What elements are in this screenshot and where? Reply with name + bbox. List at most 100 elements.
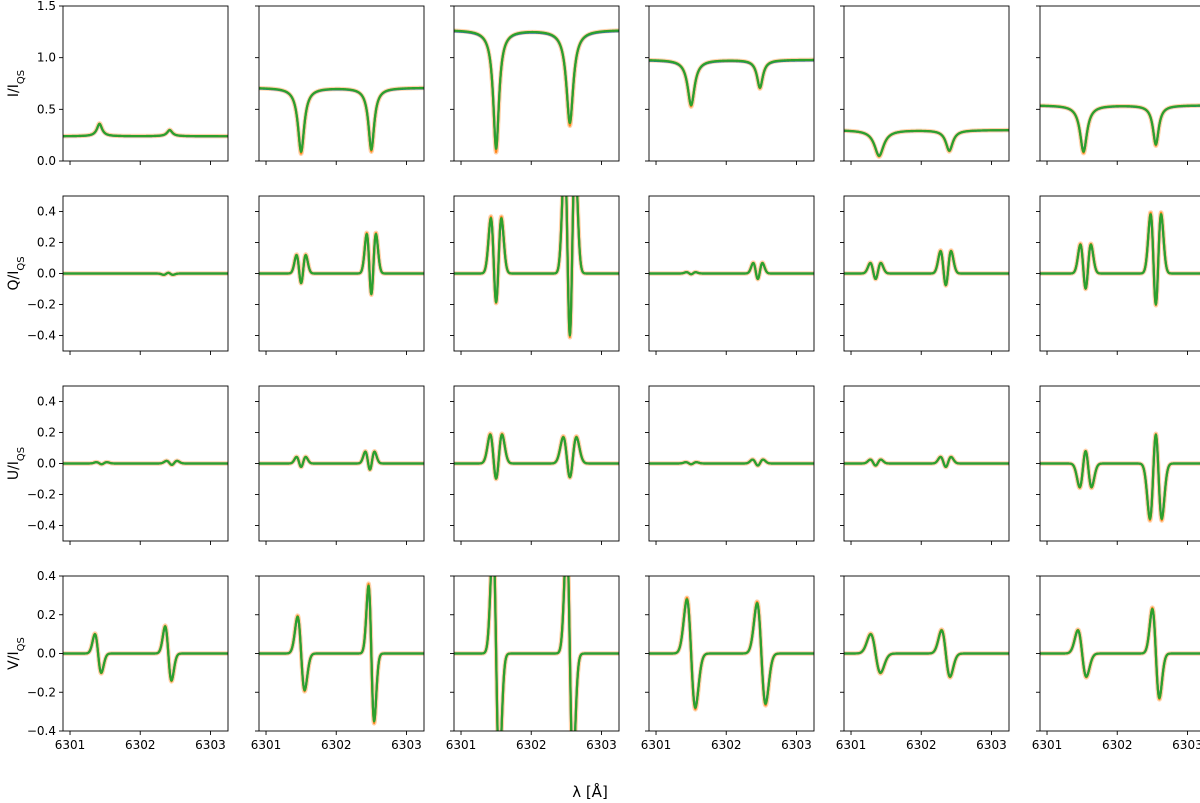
y-axis-title-subscript: QS	[16, 70, 27, 84]
panel-curves	[259, 85, 424, 156]
y-axis-title-main: I/I	[6, 84, 22, 97]
y-tick-label: 0.0	[37, 154, 56, 168]
y-tick-label: −0.4	[27, 519, 56, 533]
y-tick-label: 0.5	[37, 102, 56, 116]
panel-r1-c2	[255, 5, 425, 165]
panel-r3-c5	[840, 385, 1010, 545]
panel-r4-c6: 6301 6302 6303	[1032, 575, 1200, 752]
y-tick-label: −0.2	[27, 488, 56, 502]
panel-curves	[63, 458, 228, 468]
series-line-green	[1040, 104, 1200, 153]
series-line-green	[649, 598, 814, 709]
panel-frame	[843, 5, 1010, 162]
series-line-green	[63, 271, 228, 276]
x-tick-label: 6302	[711, 738, 742, 752]
y-axis-title-main: Q/I	[6, 271, 22, 291]
y-tick-label: 0.2	[37, 236, 56, 250]
series-line-green	[63, 122, 228, 138]
series-line-green	[844, 629, 1009, 678]
y-tick-label: 1.5	[37, 0, 56, 13]
panel-r2-c2	[255, 195, 425, 355]
x-tick-label: 6301	[446, 738, 477, 752]
y-axis-title-subscript: QS	[16, 637, 27, 651]
panel-r3-c4	[645, 385, 815, 545]
panel-curves	[649, 457, 814, 468]
y-axis-title-main: V/I	[6, 651, 22, 669]
y-tick-label: −0.4	[27, 329, 56, 343]
series-line-green	[844, 455, 1009, 469]
panel-curves	[454, 576, 619, 731]
x-tick-label: 6302	[516, 738, 547, 752]
series-line-green	[259, 450, 424, 471]
panel-background	[649, 6, 814, 161]
series-line-green	[1040, 607, 1200, 700]
panel-r4-c1: 6301 6302 6303 −0.4 −0.2 0.0 0.2 0.4	[27, 569, 229, 752]
y-axis-title-subscript: QS	[16, 256, 27, 270]
y-axis-title-main: U/I	[6, 461, 22, 480]
x-tick-label: 6303	[586, 738, 617, 752]
panel-curves	[844, 127, 1009, 159]
panel-curves	[63, 270, 228, 278]
panel-frame	[62, 5, 229, 162]
series-line-green	[63, 459, 228, 466]
panel-curves	[1040, 431, 1200, 523]
panel-r3-c3	[450, 385, 620, 545]
panel-r4-c4: 6301 6302 6303	[641, 575, 815, 752]
panel-r3-c6	[1036, 385, 1200, 545]
panel-curves	[649, 260, 814, 282]
y-tick-label: −0.4	[27, 724, 56, 738]
x-tick-label: 6303	[391, 738, 422, 752]
x-axis-title: λ [Å]	[572, 782, 608, 801]
panel-curves	[259, 449, 424, 473]
x-tick-label: 6302	[906, 738, 937, 752]
panel-r2-c3	[450, 195, 620, 355]
panel-curves	[454, 431, 619, 482]
series-line-green	[454, 433, 619, 480]
panel-r1-c1: 0.0 0.5 1.0 1.5	[37, 0, 229, 168]
x-tick-label: 6302	[321, 738, 352, 752]
x-tick-label: 6301	[55, 738, 86, 752]
y-axis-title-subscript: QS	[16, 447, 27, 461]
x-tick-label: 6303	[976, 738, 1007, 752]
x-tick-label: 6301	[251, 738, 282, 752]
y-tick-label: −0.2	[27, 298, 56, 312]
y-tick-label: 0.0	[37, 267, 56, 281]
panel-frame	[453, 5, 620, 162]
series-line-green	[454, 196, 619, 337]
panel-r2-c6	[1036, 195, 1200, 355]
x-tick-label: 6301	[836, 738, 867, 752]
series-line-green	[649, 58, 814, 107]
x-tick-label: 6302	[125, 738, 156, 752]
x-tick-label: 6303	[781, 738, 812, 752]
x-tick-label: 6303	[1172, 738, 1200, 752]
panel-frame	[648, 5, 815, 162]
panel-curves	[844, 627, 1009, 680]
panel-r1-c4	[645, 5, 815, 165]
series-line-green	[649, 261, 814, 281]
y-tick-label: 1.0	[37, 51, 56, 65]
x-tick-label: 6302	[1102, 738, 1133, 752]
series-line-green	[844, 249, 1009, 287]
y-tick-label: 0.4	[37, 569, 56, 583]
panel-curves	[63, 623, 228, 684]
series-line-green	[1040, 433, 1200, 521]
y-tick-label: 0.4	[37, 205, 56, 219]
panel-curves	[844, 248, 1009, 288]
series-line-green	[259, 232, 424, 296]
panel-grid: 0.0 0.5 1.0 1.5 −0.4 −0.2 0.0 0.2 0.4 −0.4 −0.2 0.0…	[27, 0, 1200, 752]
y-tick-label: 0.0	[37, 457, 56, 471]
panel-curves	[63, 121, 228, 139]
panel-curves	[259, 581, 424, 726]
panel-r4-c2: 6301 6302 6303	[251, 575, 425, 752]
y-tick-label: 0.4	[37, 395, 56, 409]
panel-curves	[844, 454, 1009, 470]
panel-r1-c3	[450, 5, 620, 165]
panel-frame	[1039, 5, 1200, 162]
y-tick-label: 0.2	[37, 426, 56, 440]
x-tick-label: 6301	[1032, 738, 1063, 752]
panel-r4-c3: 6301 6302 6303	[446, 575, 620, 752]
x-tick-label: 6303	[195, 738, 226, 752]
series-line-green	[844, 129, 1009, 157]
